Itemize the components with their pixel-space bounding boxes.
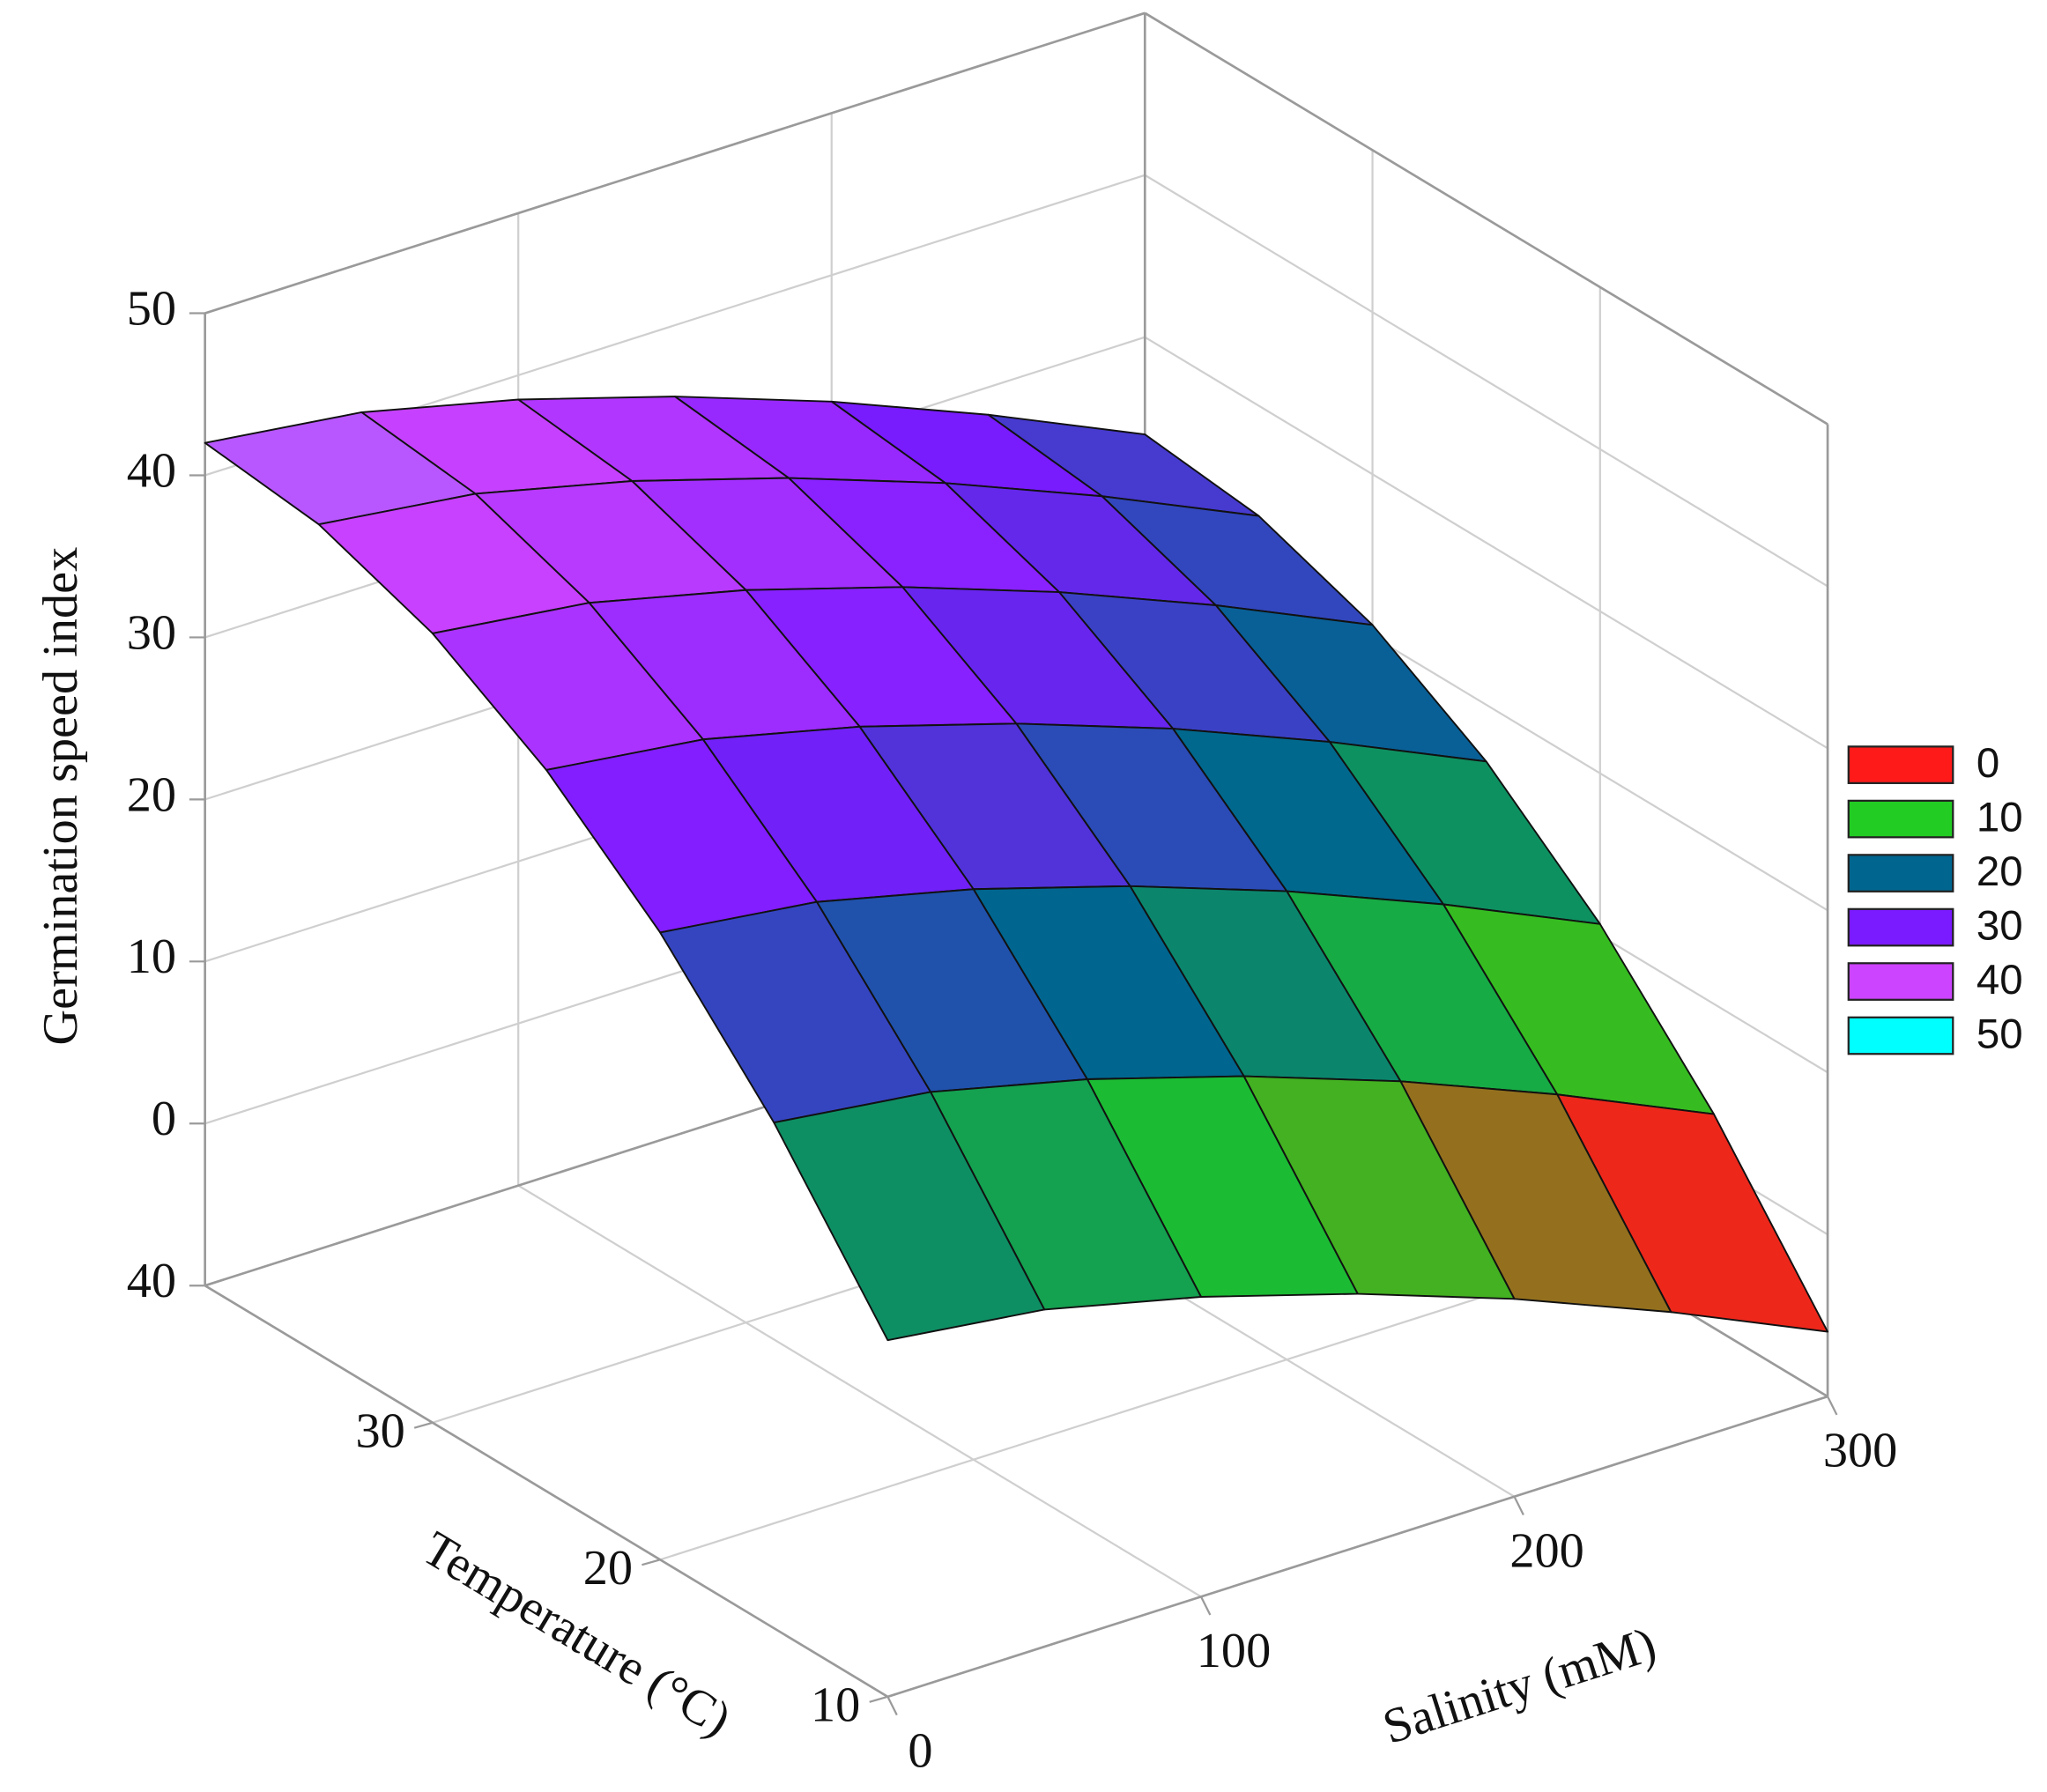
grid-line — [1144, 174, 1828, 588]
z-tick-label: 20 — [127, 767, 176, 822]
grid-line — [659, 1258, 1601, 1561]
legend-label: 20 — [1977, 848, 2023, 895]
legend-label: 0 — [1977, 740, 1999, 787]
legend-label: 50 — [1977, 1011, 2023, 1058]
grid-line — [517, 1184, 1202, 1598]
z-tick-label: 10 — [127, 929, 176, 984]
box-edge — [204, 1285, 889, 1698]
box-edge — [1144, 11, 1828, 426]
z-tick-label: 40 — [127, 443, 176, 498]
surface-cell — [773, 1091, 1046, 1342]
legend-label: 40 — [1977, 957, 2023, 1003]
box-edge — [887, 1395, 1828, 1699]
z-tick-label: 0 — [152, 1092, 176, 1146]
z-tick-label: 40 — [127, 1254, 176, 1308]
z-tick-label: 30 — [127, 605, 176, 660]
x-tick-label: 100 — [1197, 1624, 1271, 1678]
tick-mark — [1199, 1596, 1212, 1616]
legend-label: 30 — [1977, 903, 2023, 950]
legend-swatch — [1847, 799, 1954, 839]
y-axis-title: Temperature (°C) — [413, 1522, 740, 1748]
tick-mark — [1827, 1396, 1838, 1416]
z-tick-label: 50 — [127, 281, 176, 336]
legend-swatch — [1847, 1016, 1954, 1055]
box-edge — [204, 11, 1146, 315]
z-axis-title: Germination speed index — [33, 547, 88, 1046]
legend-swatch — [1847, 907, 1954, 947]
grid-line — [1144, 336, 1828, 750]
x-axis-title: Salinity (mM) — [1376, 1617, 1662, 1755]
legend-swatch — [1847, 745, 1954, 784]
tick-mark — [413, 1421, 434, 1429]
y-tick-label: 30 — [356, 1403, 405, 1458]
tick-mark — [886, 1696, 898, 1716]
x-tick-label: 300 — [1823, 1424, 1897, 1478]
tick-mark — [642, 1559, 661, 1566]
x-tick-label: 0 — [908, 1723, 932, 1778]
tick-mark — [1513, 1496, 1524, 1515]
y-tick-label: 20 — [583, 1541, 633, 1596]
x-tick-label: 200 — [1509, 1523, 1583, 1578]
y-tick-label: 10 — [811, 1678, 860, 1733]
legend-swatch — [1847, 962, 1954, 1001]
legend-swatch — [1847, 854, 1954, 892]
tick-mark — [869, 1695, 888, 1703]
legend-label: 10 — [1977, 795, 2023, 841]
